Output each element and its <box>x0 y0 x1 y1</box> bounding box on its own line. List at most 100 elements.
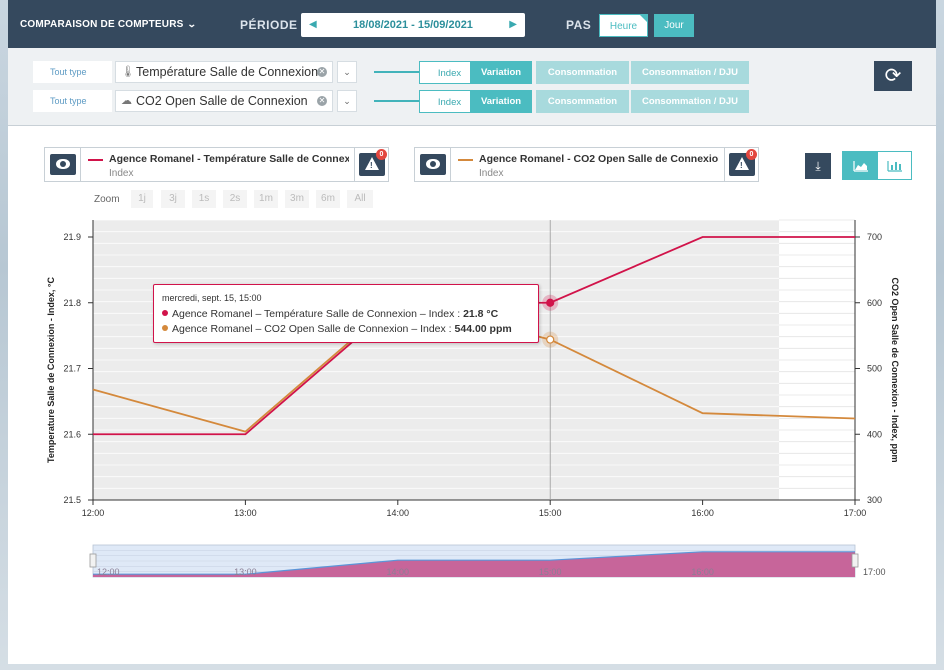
warning-triangle <box>365 157 379 170</box>
highlight-point-1 <box>546 298 555 307</box>
y-tick-label-right: 400 <box>867 429 882 439</box>
meter-select-2[interactable]: ☁ CO2 Open Salle de Connexion ✕ <box>115 90 333 112</box>
top-bar: COMPARAISON DE COMPTEURS ⌄ PÉRIODE ◀ 18/0… <box>8 0 936 48</box>
clear-icon[interactable]: ✕ <box>317 96 327 106</box>
thermometer-icon: 🌡 <box>121 66 135 78</box>
period-prev-icon[interactable]: ◀ <box>309 19 317 30</box>
chevron-down-icon[interactable]: ⌄ <box>337 61 357 83</box>
selector-panel: Tout type 🌡 Température Salle de Connexi… <box>8 48 936 126</box>
y-tick-label-right: 500 <box>867 364 882 374</box>
app-window: COMPARAISON DE COMPTEURS ⌄ PÉRIODE ◀ 18/0… <box>8 0 936 664</box>
period-next-icon[interactable]: ▶ <box>509 19 517 30</box>
step-day-button[interactable]: Jour <box>654 14 694 37</box>
navigator-handle-right[interactable] <box>851 553 859 568</box>
alerts-button-1[interactable]: ! 0 <box>354 148 388 181</box>
mode-variation-2[interactable]: Variation <box>470 90 532 113</box>
tooltip-dot-co2 <box>162 325 168 331</box>
zoom-3m-button[interactable]: 3m <box>285 190 309 208</box>
eye-icon <box>420 154 446 175</box>
y-tick-label-left: 21.9 <box>63 232 81 242</box>
period-value: 18/08/2021 - 15/09/2021 <box>353 19 473 31</box>
series-swatch-1 <box>88 159 103 161</box>
x-tick-label: 16:00 <box>691 508 714 518</box>
area-chart-icon <box>853 161 868 172</box>
clear-icon[interactable]: ✕ <box>317 67 327 77</box>
navigator-handle-left[interactable] <box>89 553 97 568</box>
alerts-button-2[interactable]: ! 0 <box>724 148 758 181</box>
y-axis-title-left: Temperature Salle de Connexion - Index, … <box>46 277 56 463</box>
zoom-6m-button[interactable]: 6m <box>316 190 340 208</box>
tooltip-row-temperature: Agence Romanel – Température Salle de Co… <box>162 308 498 320</box>
step-hour-button[interactable]: Heure <box>599 14 648 37</box>
period-picker[interactable]: ◀ 18/08/2021 - 15/09/2021 ▶ <box>301 13 525 37</box>
tooltip-row-co2: Agence Romanel – CO2 Open Salle de Conne… <box>162 323 512 335</box>
legend-card-1: Agence Romanel - Température Salle de Co… <box>44 147 389 182</box>
mode-consumption-dju-1[interactable]: Consommation / DJU <box>631 61 749 84</box>
zoom-3j-button[interactable]: 3j <box>161 190 185 208</box>
navigator-tick-label: 13:00 <box>234 567 257 577</box>
tooltip-value-co2: 544.00 ppm <box>454 323 512 335</box>
cloud-icon: ☁ <box>121 95 132 107</box>
mode-consumption-1[interactable]: Consommation <box>536 61 629 84</box>
y-axis-title-right: CO2 Open Salle de Connexion - Index, ppm <box>890 277 900 462</box>
alert-count-badge-2: 0 <box>746 149 757 160</box>
view-title: COMPARAISON DE COMPTEURS <box>20 19 184 30</box>
x-tick-label: 15:00 <box>539 508 562 518</box>
type-select-2[interactable]: Tout type <box>33 90 112 112</box>
zoom-all-button[interactable]: All <box>347 190 373 208</box>
chart-view-toggle <box>842 151 912 180</box>
toggle-visibility-button-1[interactable] <box>45 148 81 181</box>
warning-triangle <box>735 157 749 170</box>
y-tick-label-left: 21.8 <box>63 298 81 308</box>
zoom-2s-button[interactable]: 2s <box>223 190 247 208</box>
legend-sub-1: Index <box>109 168 134 179</box>
tooltip-dot-temperature <box>162 310 168 316</box>
x-tick-label: 12:00 <box>82 508 105 518</box>
view-selector[interactable]: COMPARAISON DE COMPTEURS ⌄ <box>20 19 197 30</box>
mode-variation-1[interactable]: Variation <box>470 61 532 84</box>
tooltip-date: mercredi, sept. 15, 15:00 <box>162 293 262 303</box>
y-tick-label-left: 21.5 <box>63 495 81 505</box>
y-tick-label-left: 21.7 <box>63 364 81 374</box>
tooltip-value-temperature: 21.8 °C <box>463 308 499 320</box>
navigator-tick-label: 15:00 <box>539 567 562 577</box>
bar-chart-icon <box>887 161 902 172</box>
zoom-1m-button[interactable]: 1m <box>254 190 278 208</box>
x-tick-label: 17:00 <box>844 508 867 518</box>
zoom-label: Zoom <box>94 194 120 205</box>
tooltip-label-temperature: Agence Romanel – Température Salle de Co… <box>172 308 464 320</box>
zoom-1s-button[interactable]: 1s <box>192 190 216 208</box>
navigator-line <box>93 551 855 575</box>
legend-card-2: Agence Romanel - CO2 Open Salle de Conne… <box>414 147 759 182</box>
refresh-button[interactable]: ⟳ <box>874 61 912 91</box>
series-swatch-2 <box>458 159 473 161</box>
mode-consumption-2[interactable]: Consommation <box>536 90 629 113</box>
eye-icon <box>50 154 76 175</box>
refresh-icon: ⟳ <box>884 65 902 87</box>
legend-name-1: Agence Romanel - Température Salle de Co… <box>109 153 349 165</box>
area-chart-view-button[interactable] <box>843 152 878 179</box>
bar-chart-view-button[interactable] <box>878 152 911 179</box>
highlight-point-2 <box>546 335 555 344</box>
main-chart[interactable]: 21.5 21.6 21.7 21.8 21.9 300 400 500 600 700 12:00… <box>8 205 936 605</box>
tooltip-label-co2: Agence Romanel – CO2 Open Salle de Conne… <box>172 323 455 335</box>
period-label: PÉRIODE <box>240 18 298 32</box>
navigator-tick-label: 16:00 <box>691 567 714 577</box>
alert-count-badge-1: 0 <box>376 149 387 160</box>
y-tick-label-right: 300 <box>867 495 882 505</box>
toggle-visibility-button-2[interactable] <box>415 148 451 181</box>
meter-select-1[interactable]: 🌡 Température Salle de Connexion ✕ <box>115 61 333 83</box>
type-select-1[interactable]: Tout type <box>33 61 112 83</box>
zoom-1j-button[interactable]: 1j <box>131 190 153 208</box>
step-label: PAS <box>566 18 592 32</box>
chevron-down-icon[interactable]: ⌄ <box>337 90 357 112</box>
warning-mark: ! <box>740 161 743 170</box>
navigator-tick-label: 14:00 <box>387 567 410 577</box>
legend-sub-2: Index <box>479 168 504 179</box>
download-button[interactable]: ⤓ <box>805 153 831 179</box>
mode-consumption-dju-2[interactable]: Consommation / DJU <box>631 90 749 113</box>
navigator-tick-label: 17:00 <box>863 567 886 577</box>
x-tick-label: 13:00 <box>234 508 257 518</box>
chevron-down-icon: ⌄ <box>186 19 197 29</box>
y-tick-label-right: 700 <box>867 232 882 242</box>
